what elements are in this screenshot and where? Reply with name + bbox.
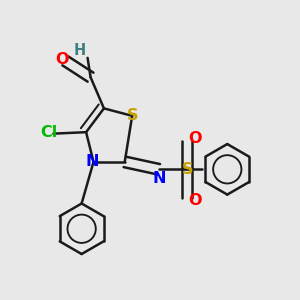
- Text: N: N: [152, 171, 166, 186]
- Text: H: H: [74, 43, 86, 58]
- Text: O: O: [189, 130, 202, 146]
- Text: S: S: [126, 108, 138, 123]
- Text: N: N: [85, 154, 99, 169]
- Text: Cl: Cl: [40, 125, 58, 140]
- Text: S: S: [182, 162, 193, 177]
- Text: O: O: [56, 52, 69, 67]
- Text: O: O: [189, 193, 202, 208]
